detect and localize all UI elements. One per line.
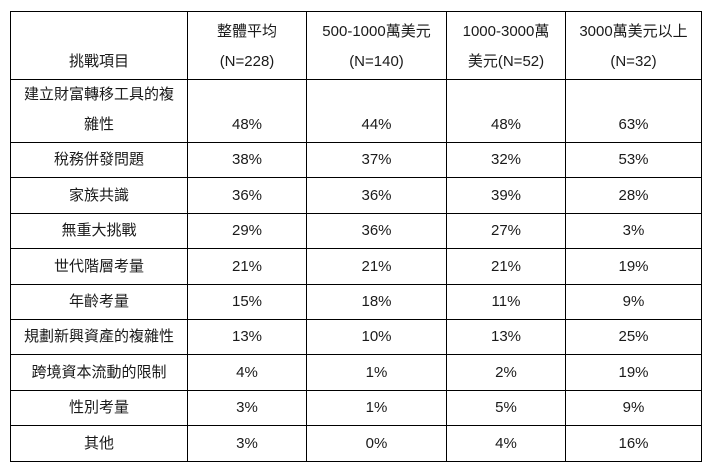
cell-value: 9% bbox=[565, 283, 702, 320]
cell-value: 4% bbox=[446, 425, 566, 462]
cell-value: 16% bbox=[565, 425, 702, 462]
header-overall-average: 整體平均 (N=228) bbox=[187, 11, 307, 80]
cell-value: 48% bbox=[187, 79, 307, 143]
cell-value: 44% bbox=[306, 79, 447, 143]
cell-value: 38% bbox=[187, 141, 307, 179]
challenges-table: 挑戰項目 整體平均 (N=228) 500-1000萬美元 (N=140) 10… bbox=[10, 11, 702, 462]
cell-value: 4% bbox=[187, 354, 307, 391]
table-row: 其他 3% 0% 4% 16% bbox=[10, 425, 702, 462]
cell-value: 10% bbox=[306, 318, 447, 356]
cell-value: 21% bbox=[187, 248, 307, 285]
row-label: 其他 bbox=[10, 425, 188, 462]
cell-value: 25% bbox=[565, 318, 702, 356]
header-1000-3000m: 1000-3000萬 美元(N=52) bbox=[446, 11, 566, 80]
cell-value: 13% bbox=[187, 318, 307, 356]
table-row: 年齡考量 15% 18% 11% 9% bbox=[10, 283, 702, 320]
table-row: 家族共識 36% 36% 39% 28% bbox=[10, 177, 702, 214]
header-line-bottom: 挑戰項目 bbox=[68, 53, 129, 70]
row-label: 家族共識 bbox=[10, 177, 188, 214]
cell-value: 29% bbox=[187, 212, 307, 250]
cell-value: 63% bbox=[565, 79, 702, 143]
cell-value: 3% bbox=[187, 425, 307, 462]
cell-value: 19% bbox=[565, 354, 702, 391]
header-line-bottom: (N=228) bbox=[219, 53, 275, 70]
cell-value: 15% bbox=[187, 283, 307, 320]
cell-value: 36% bbox=[306, 177, 447, 214]
table-row: 性別考量 3% 1% 5% 9% bbox=[10, 389, 702, 427]
header-line-bottom: (N=140) bbox=[349, 53, 404, 70]
row-label: 年齡考量 bbox=[10, 283, 188, 320]
row-label: 稅務併發問題 bbox=[10, 141, 188, 179]
header-line-top: 整體平均 bbox=[216, 23, 277, 40]
table-row: 跨境資本流動的限制 4% 1% 2% 19% bbox=[10, 354, 702, 391]
cell-value: 36% bbox=[306, 212, 447, 250]
row-label: 跨境資本流動的限制 bbox=[10, 354, 188, 391]
header-line-bottom: 美元(N=52) bbox=[467, 53, 545, 70]
cell-value: 36% bbox=[187, 177, 307, 214]
cell-value: 39% bbox=[446, 177, 566, 214]
header-500-1000m: 500-1000萬美元 (N=140) bbox=[306, 11, 447, 80]
cell-value: 3% bbox=[187, 389, 307, 427]
table-row: 世代階層考量 21% 21% 21% 19% bbox=[10, 248, 702, 285]
cell-value: 27% bbox=[446, 212, 566, 250]
cell-value: 18% bbox=[306, 283, 447, 320]
cell-value: 21% bbox=[306, 248, 447, 285]
header-line-top: 1000-3000萬 bbox=[462, 23, 550, 40]
row-label: 無重大挑戰 bbox=[10, 212, 188, 250]
row-label: 性別考量 bbox=[10, 389, 188, 427]
header-challenge-item: 挑戰項目 bbox=[10, 11, 188, 80]
header-line-top: 500-1000萬美元 bbox=[322, 23, 431, 40]
cell-value: 2% bbox=[446, 354, 566, 391]
cell-value: 21% bbox=[446, 248, 566, 285]
row-label: 建立財富轉移工具的複雜性 bbox=[10, 79, 188, 143]
cell-value: 1% bbox=[306, 389, 447, 427]
row-label: 規劃新興資產的複雜性 bbox=[10, 318, 188, 356]
cell-value: 48% bbox=[446, 79, 566, 143]
cell-value: 13% bbox=[446, 318, 566, 356]
row-label: 世代階層考量 bbox=[10, 248, 188, 285]
cell-value: 19% bbox=[565, 248, 702, 285]
cell-value: 1% bbox=[306, 354, 447, 391]
cell-value: 3% bbox=[565, 212, 702, 250]
cell-value: 5% bbox=[446, 389, 566, 427]
cell-value: 53% bbox=[565, 141, 702, 179]
cell-value: 32% bbox=[446, 141, 566, 179]
cell-value: 28% bbox=[565, 177, 702, 214]
header-3000m-plus: 3000萬美元以上 (N=32) bbox=[565, 11, 702, 80]
table-row: 規劃新興資產的複雜性 13% 10% 13% 25% bbox=[10, 318, 702, 356]
header-row: 挑戰項目 整體平均 (N=228) 500-1000萬美元 (N=140) 10… bbox=[10, 11, 702, 80]
table-row: 稅務併發問題 38% 37% 32% 53% bbox=[10, 141, 702, 179]
header-line-top: 3000萬美元以上 bbox=[579, 23, 688, 40]
table-row: 建立財富轉移工具的複雜性 48% 44% 48% 63% bbox=[10, 79, 702, 143]
cell-value: 37% bbox=[306, 141, 447, 179]
cell-value: 9% bbox=[565, 389, 702, 427]
cell-value: 11% bbox=[446, 283, 566, 320]
header-line-bottom: (N=32) bbox=[610, 53, 657, 70]
cell-value: 0% bbox=[306, 425, 447, 462]
table-row: 無重大挑戰 29% 36% 27% 3% bbox=[10, 212, 702, 250]
